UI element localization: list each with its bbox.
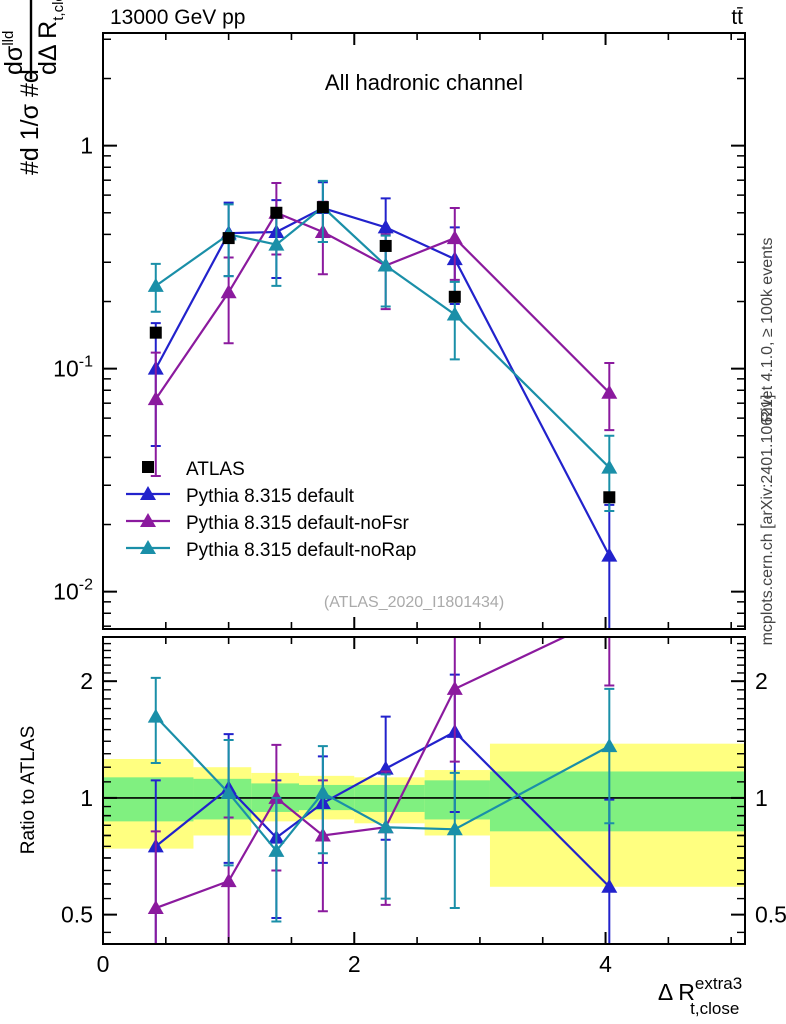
y-tick-label: 1: [80, 133, 93, 159]
legend-entry[interactable]: ATLAS: [142, 459, 245, 480]
error-bar: [604, 637, 615, 687]
data-point-triangle: [220, 873, 237, 888]
y-axis-label-part: dΔ Rt,closeextra3: [30, 0, 67, 75]
error-bar: [223, 739, 234, 867]
data-point-square: [270, 206, 283, 219]
data-point-triangle: [446, 230, 463, 245]
legend-label: Pythia 8.315 default: [186, 486, 355, 507]
x-tick-label: 4: [599, 951, 612, 977]
ratio-y-tick-label-right: 0.5: [755, 902, 786, 928]
error-bar: [604, 687, 615, 825]
mcplots-source-label: mcplots.cern.ch [arXiv:2401.10621]: [759, 395, 776, 646]
x-axis-label: Δ Rextra3 t,close: [658, 974, 742, 1018]
ratio-band-inner: [103, 777, 194, 822]
error-bar: [380, 773, 391, 900]
legend-marker-square: [142, 461, 154, 473]
data-point-triangle: [314, 784, 331, 799]
error-bar: [271, 796, 282, 923]
data-point-square: [222, 232, 235, 245]
data-point-triangle: [446, 821, 463, 836]
x-tick-label: 2: [348, 951, 361, 977]
error-bar: [449, 771, 460, 910]
upper-series-pythia-8-315-default: [147, 181, 618, 629]
data-point-triangle: [377, 819, 394, 834]
data-point-triangle: [220, 284, 237, 299]
ratio-band-inner: [424, 780, 490, 820]
ratio-panel-frame: [102, 636, 746, 945]
y-tick-label: 10-1: [53, 354, 93, 382]
legend-entry[interactable]: Pythia 8.315 default-noFsr: [126, 513, 410, 534]
ratio-series-pythia-8-315-default-norap: [147, 676, 618, 923]
data-point-triangle: [147, 900, 164, 915]
data-point-triangle: [377, 257, 394, 272]
data-point-triangle: [377, 219, 394, 234]
data-point-triangle: [147, 277, 164, 292]
ratio-band-inner: [489, 771, 745, 832]
plot-title: All hadronic channel: [325, 70, 523, 95]
ratio-y-tick-label-right: 2: [755, 668, 768, 694]
data-point-triangle: [601, 459, 618, 474]
error-bar: [150, 830, 161, 944]
data-point-square: [603, 491, 616, 504]
header-beam-label: 13000 GeV pp: [110, 6, 245, 29]
data-point-square: [316, 201, 329, 214]
data-point-triangle: [601, 384, 618, 399]
data-point-triangle: [446, 306, 463, 321]
data-point-triangle: [601, 878, 618, 893]
y-axis-label-part: dσlld: [0, 31, 28, 75]
data-point-triangle: [220, 784, 237, 799]
ratio-y-tick-label-right: 1: [755, 785, 768, 811]
y-tick-label: 10-2: [53, 577, 93, 605]
data-point-square: [149, 326, 162, 339]
data-point-square: [448, 290, 461, 303]
ratio-y-tick-label: 2: [80, 668, 93, 694]
legend-marker-triangle: [140, 513, 156, 527]
header-process-label: tt̄: [731, 6, 743, 29]
rivet-analysis-watermark: (ATLAS_2020_I1801434): [324, 594, 504, 611]
data-point-triangle: [268, 236, 285, 251]
data-point-triangle: [601, 738, 618, 753]
ratio-y-tick-label: 0.5: [61, 902, 93, 928]
legend-marker-triangle: [140, 540, 156, 554]
data-point-triangle: [601, 547, 618, 562]
error-bar: [449, 637, 460, 763]
upper-series-atlas: [149, 201, 616, 504]
error-bar: [317, 745, 328, 855]
error-bar: [150, 351, 161, 478]
rivet-version-label: Rivet 4.1.0, ≥ 100k events: [759, 238, 776, 423]
ratio-axis-label: Ratio to ATLAS: [18, 726, 39, 855]
legend-marker-triangle: [140, 486, 156, 500]
legend-entry[interactable]: Pythia 8.315 default: [126, 486, 355, 507]
legend-label: Pythia 8.315 default-noRap: [186, 540, 416, 561]
y-axis-label-part: #d 1/σ #d: [16, 69, 44, 175]
data-point-triangle: [268, 842, 285, 857]
data-point-triangle: [147, 708, 164, 723]
data-point-square: [379, 239, 392, 252]
upper-panel-frame: [102, 32, 746, 630]
legend-label: Pythia 8.315 default-noFsr: [186, 513, 410, 534]
ratio-y-tick-label: 1: [80, 785, 93, 811]
data-point-triangle: [446, 680, 463, 695]
data-point-triangle: [147, 391, 164, 406]
legend-label: ATLAS: [186, 459, 245, 480]
legend-entry[interactable]: Pythia 8.315 default-noRap: [126, 540, 416, 561]
x-tick-label: 0: [97, 951, 110, 977]
